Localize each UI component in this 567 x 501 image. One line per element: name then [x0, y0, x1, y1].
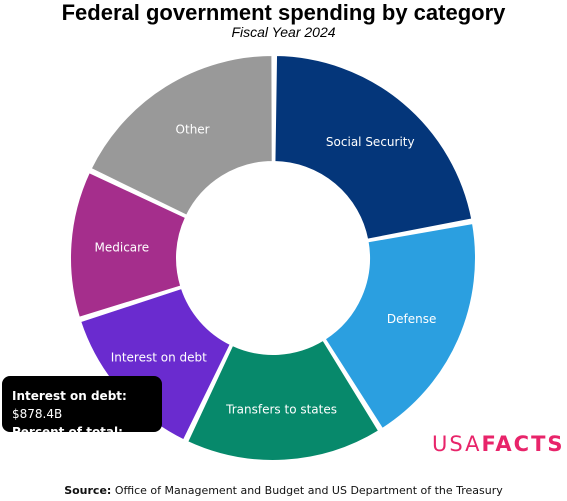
slice-social-security[interactable] [273, 54, 474, 241]
slice-label-defense: Defense [387, 312, 436, 326]
chart-title: Federal government spending by category [61, 0, 506, 25]
source-text: Office of Management and Budget and US D… [114, 484, 503, 497]
slice-label-social-security: Social Security [326, 135, 415, 149]
tooltip-label-percent: Percent of total: [12, 425, 123, 439]
source-label: Source: [64, 484, 112, 497]
source-note: Source: Office of Management and Budget … [0, 484, 567, 497]
slice-label-transfers-to-states: Transfers to states [225, 402, 337, 416]
chart-subtitle: Fiscal Year 2024 [231, 24, 336, 40]
slice-label-other: Other [176, 123, 210, 137]
slice-transfers-to-states[interactable] [185, 338, 381, 462]
logo-part-usa: USA [432, 432, 482, 456]
slice-label-medicare: Medicare [95, 241, 150, 255]
logo-part-facts: FACTS [481, 432, 565, 456]
tooltip-value-amount: $878.4B [12, 407, 63, 421]
tooltip: Interest on debt: $878.4B Percent of tot… [2, 376, 162, 457]
tooltip-value-percent: 13% [12, 443, 39, 457]
usafacts-logo: USAFACTS [432, 432, 565, 456]
slice-medicare[interactable] [69, 170, 188, 320]
slice-other[interactable] [89, 53, 274, 218]
tooltip-label-amount: Interest on debt: [12, 389, 127, 403]
slice-defense[interactable] [323, 221, 477, 431]
slice-label-interest-on-debt: Interest on debt [111, 351, 207, 365]
